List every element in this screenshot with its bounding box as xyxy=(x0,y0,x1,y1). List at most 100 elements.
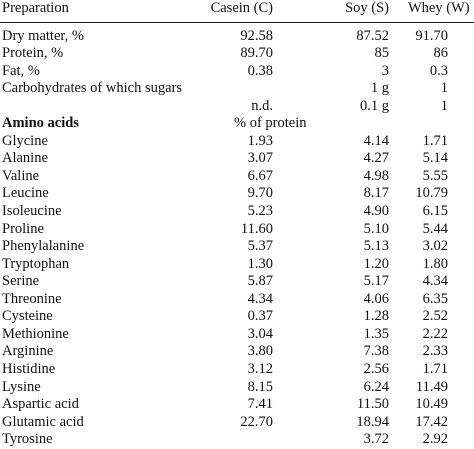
soy-value: 1.20 xyxy=(363,255,389,272)
row-label: Tyrosine xyxy=(2,431,53,448)
soy-value: 4.90 xyxy=(363,203,389,219)
casein-value: 3.04 xyxy=(247,325,273,342)
whey-value: 2.92 xyxy=(422,431,448,448)
row-label: Dry matter, % xyxy=(2,27,84,44)
row-label: Lysine xyxy=(2,378,41,395)
soy-value: 4.14 xyxy=(363,132,389,149)
whey-value: 5.14 xyxy=(422,150,448,167)
table-row: Histidine 3.12 2.56 1.71 xyxy=(0,361,474,379)
soy-value: 7.38 xyxy=(363,343,389,360)
casein-value: 4.34 xyxy=(247,290,273,307)
header-whey: Whey (W) xyxy=(408,0,470,16)
casein-value: 11.60 xyxy=(240,220,273,237)
table-row: Arginine 3.80 7.38 2.33 xyxy=(0,343,474,361)
row-label: Tryptophan xyxy=(2,255,70,272)
whey-value: 17.42 xyxy=(415,413,448,430)
soy-value: 3 xyxy=(381,62,389,79)
row-label: Cysteine xyxy=(2,308,53,325)
row-label: Valine xyxy=(2,167,40,184)
whey-value: 1.80 xyxy=(422,255,448,272)
table-row: Cysteine 0.37 1.28 2.52 xyxy=(0,308,474,326)
row-label: Leucine xyxy=(2,185,49,202)
soy-value: 5.10 xyxy=(363,220,389,237)
whey-value: 2.22 xyxy=(422,325,448,342)
whey-value: 86 xyxy=(433,45,449,62)
row-label: Proline xyxy=(2,220,44,237)
row-label: Phenylalanine xyxy=(2,238,85,255)
casein-value: 22.70 xyxy=(240,413,273,430)
soy-value: 8.17 xyxy=(363,185,389,202)
whey-value: 1 xyxy=(440,97,448,114)
row-label: Arginine xyxy=(2,343,54,360)
soy-value: 1 g xyxy=(370,80,389,97)
whey-value: 2.52 xyxy=(422,308,448,325)
soy-value: 18.94 xyxy=(356,413,389,430)
table-row: Dry matter, % 92.58 87.52 91.70 xyxy=(0,28,474,46)
whey-value: 6.15 xyxy=(422,203,448,219)
casein-value: 0.37 xyxy=(247,308,273,325)
casein-value: n.d. xyxy=(251,97,273,114)
casein-value: 5.87 xyxy=(247,273,273,290)
row-label: Methionine xyxy=(2,325,69,342)
row-label: Serine xyxy=(2,273,40,290)
soy-value: 87.52 xyxy=(356,27,389,44)
header-preparation: Preparation xyxy=(2,0,69,16)
section-row: Amino acids % of protein xyxy=(0,115,474,133)
table-row: Tryptophan 1.30 1.20 1.80 xyxy=(0,256,474,274)
table-row: Proline 11.60 5.10 5.44 xyxy=(0,221,474,239)
whey-value: 10.49 xyxy=(415,396,448,413)
soy-value: 1.35 xyxy=(363,325,389,342)
soy-value: 6.24 xyxy=(363,378,389,395)
header-casein: Casein (C) xyxy=(210,0,273,16)
table-row: Fat, % 0.38 3 0.3 xyxy=(0,63,474,81)
soy-value: 5.13 xyxy=(363,238,389,255)
row-label: Histidine xyxy=(2,360,56,377)
casein-value: 7.41 xyxy=(247,396,273,413)
casein-value: 1.30 xyxy=(247,255,273,272)
whey-value: 5.55 xyxy=(422,167,448,184)
table-row: Lysine 8.15 6.24 11.49 xyxy=(0,379,474,397)
whey-value: 91.70 xyxy=(415,27,448,44)
row-label: Isoleucine xyxy=(2,203,62,219)
unit-label: % of protein xyxy=(234,115,307,132)
whey-value: 1.71 xyxy=(422,132,448,149)
whey-value: 1 xyxy=(440,80,448,97)
table-row: Aspartic acid 7.41 11.50 10.49 xyxy=(0,396,474,414)
header-soy: Soy (S) xyxy=(345,0,389,16)
casein-value: 3.80 xyxy=(247,343,273,360)
whey-value: 6.35 xyxy=(422,290,448,307)
soy-value: 4.06 xyxy=(363,290,389,307)
row-label: Fat, % xyxy=(2,62,40,79)
casein-value: 5.37 xyxy=(247,238,273,255)
table-row: Alanine 3.07 4.27 5.14 xyxy=(0,150,474,168)
soy-value: 5.17 xyxy=(363,273,389,290)
casein-value: 8.15 xyxy=(247,378,273,395)
row-label: Glutamic acid xyxy=(2,413,84,430)
soy-value: 4.27 xyxy=(363,150,389,167)
table-row: Phenylalanine 5.37 5.13 3.02 xyxy=(0,238,474,256)
table-row: Glycine 1.93 4.14 1.71 xyxy=(0,133,474,151)
casein-value: 5.23 xyxy=(247,203,273,219)
soy-value: 11.50 xyxy=(356,396,389,413)
soy-value: 85 xyxy=(374,45,390,62)
table-row: Valine 6.67 4.98 5.55 xyxy=(0,168,474,186)
soy-value: 0.1 g xyxy=(360,97,389,114)
whey-value: 3.02 xyxy=(422,238,448,255)
table-row: Methionine 3.04 1.35 2.22 xyxy=(0,326,474,344)
casein-value: 1.93 xyxy=(247,132,273,149)
table-row: Threonine 4.34 4.06 6.35 xyxy=(0,291,474,309)
table-row: n.d. 0.1 g 1 xyxy=(0,98,474,116)
casein-value: 89.70 xyxy=(240,45,273,62)
table-header-row: Preparation Casein (C) Soy (S) Whey (W) xyxy=(0,0,474,20)
row-label: Glycine xyxy=(2,132,48,149)
soy-value: 2.56 xyxy=(363,360,389,377)
soy-value: 1.28 xyxy=(363,308,389,325)
row-label: Threonine xyxy=(2,290,62,307)
soy-value: 4.98 xyxy=(363,167,389,184)
casein-value: 92.58 xyxy=(240,27,273,44)
table-row: Serine 5.87 5.17 4.34 xyxy=(0,273,474,291)
table-row: Tyrosine 3.72 2.92 xyxy=(0,431,474,449)
whey-value: 11.49 xyxy=(415,378,448,395)
table-row: Carbohydrates of which sugars 1 g 1 xyxy=(0,80,474,98)
header-rule xyxy=(0,22,474,23)
